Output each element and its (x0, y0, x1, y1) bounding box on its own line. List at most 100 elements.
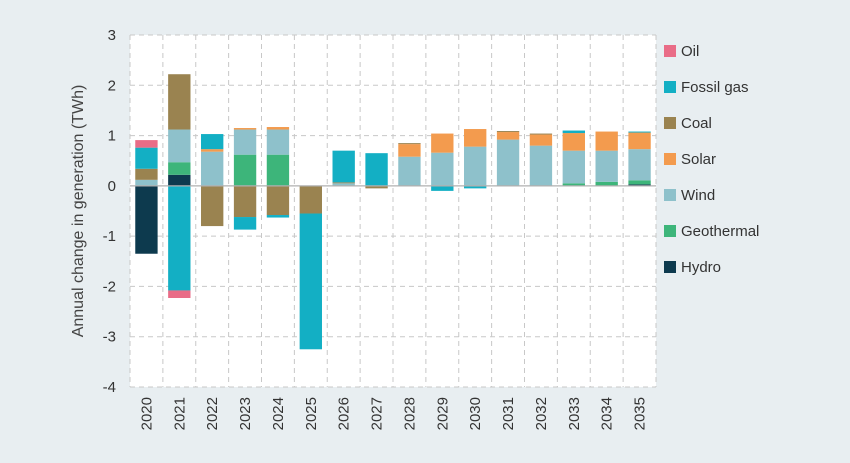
bar-segment-fossil-gas-2029 (431, 185, 454, 191)
bar-segment-oil-2020 (135, 140, 158, 148)
legend-swatch-solar (664, 153, 676, 165)
x-tick-label: 2024 (270, 397, 287, 430)
bar-segment-coal-2021 (168, 74, 191, 130)
axes: -4 -3 -2 -1 0 1 2 3 2020 2021 2022 2023 2024 2025 2026… (103, 27, 656, 430)
legend-swatch-geothermal (664, 225, 676, 237)
x-tick-label: 2021 (171, 397, 188, 430)
bar-segment-solar-2031 (496, 132, 520, 140)
bar-segment-solar-2023 (233, 128, 257, 130)
y-axis-title: Annual change in generation (TWh) (70, 85, 87, 338)
x-tick-label: 2026 (336, 397, 353, 430)
y-tick-label: -4 (103, 379, 116, 396)
legend-label-wind: Wind (681, 187, 715, 204)
bar-segment-wind-2021 (168, 129, 191, 163)
bar-segment-solar-2028 (398, 144, 421, 157)
x-tick-label: 2029 (434, 397, 451, 430)
grid-lines (129, 34, 657, 388)
x-tick-label: 2025 (303, 397, 320, 430)
x-tick-label: 2033 (566, 397, 583, 430)
bar-segment-geothermal-2024 (266, 154, 290, 186)
bar-segment-wind-2020 (135, 179, 158, 186)
legend-label-oil: Oil (681, 43, 699, 60)
bar-segment-solar-2034 (595, 131, 618, 151)
bar-segment-coal-2028 (398, 143, 421, 145)
bar-segment-fossil-gas-2022 (201, 134, 224, 150)
x-tick-label: 2034 (599, 397, 616, 430)
bar-segment-solar-2029 (431, 133, 454, 153)
bar-segment-coal-2023 (233, 185, 257, 218)
bar-segment-coal-2027 (365, 185, 388, 189)
legend-swatch-coal (664, 117, 676, 129)
x-tick-label: 2032 (533, 397, 550, 430)
x-tick-label: 2031 (500, 397, 517, 430)
bar-segment-hydro-2035 (628, 184, 651, 186)
y-tick-label: 0 (108, 178, 116, 195)
x-tick-label: 2020 (138, 397, 155, 430)
bar-segment-coal-2031 (496, 131, 520, 133)
bar-segment-coal-2025 (299, 185, 322, 214)
bar-segment-fossil-gas-2024 (266, 215, 290, 218)
bar-segment-fossil-gas-2025 (299, 213, 322, 350)
bar-segment-wind-2023 (233, 129, 257, 155)
legend-swatch-wind (664, 189, 676, 201)
bar-segment-coal-2032 (529, 133, 553, 135)
x-tick-label: 2030 (467, 397, 484, 430)
bar-segment-geothermal-2021 (168, 162, 191, 175)
y-tick-label: 3 (108, 27, 116, 44)
legend-label-coal: Coal (681, 115, 712, 132)
legend-label-geothermal: Geothermal (681, 223, 759, 240)
bar-segment-fossil-gas-2020 (135, 147, 158, 169)
bar-segment-geothermal-2035 (628, 180, 651, 185)
bar-segment-geothermal-2033 (562, 183, 585, 186)
legend-label-hydro: Hydro (681, 259, 721, 276)
bar-segment-coal-2024 (266, 185, 290, 216)
y-tick-label: -3 (103, 329, 116, 346)
bar-segment-wind-2035 (628, 149, 651, 181)
bar-segment-wind-2028 (398, 156, 421, 186)
x-tick-label: 2027 (369, 397, 386, 430)
bar-segment-solar-2030 (464, 129, 487, 147)
bar-segment-wind-2030 (464, 146, 487, 186)
bars (135, 74, 651, 350)
bar-segment-wind-2029 (431, 152, 454, 186)
x-tick-label: 2022 (204, 397, 221, 430)
x-tick-label: 2035 (632, 397, 649, 430)
legend-label-solar: Solar (681, 151, 716, 168)
bar-segment-hydro-2020 (135, 185, 158, 254)
bar-segment-fossil-gas-2027 (365, 153, 388, 186)
bar-segment-wind-2022 (201, 151, 224, 186)
bar-segment-fossil-gas-2035 (628, 131, 651, 133)
bar-segment-wind-2024 (266, 129, 290, 155)
bar-segment-fossil-gas-2030 (464, 185, 487, 189)
bar-segment-fossil-gas-2033 (562, 130, 585, 134)
legend-swatch-oil (664, 45, 676, 57)
x-tick-label: 2028 (401, 397, 418, 430)
bar-segment-coal-2020 (135, 168, 158, 180)
bar-segment-solar-2024 (266, 127, 290, 130)
bar-segment-wind-2032 (529, 145, 553, 186)
legend: Oil Fossil gas Coal Solar Wind Geothermal Hydr… (664, 43, 759, 276)
x-tick-label: 2023 (237, 397, 254, 430)
bar-segment-solar-2033 (562, 133, 585, 151)
bar-segment-wind-2034 (595, 150, 618, 182)
bar-segment-wind-2033 (562, 150, 585, 184)
y-tick-label: 1 (108, 128, 116, 145)
legend-label-fossil-gas: Fossil gas (681, 79, 749, 96)
bar-segment-coal-2026 (332, 182, 355, 184)
bar-segment-solar-2035 (628, 132, 651, 150)
legend-swatch-fossil-gas (664, 81, 676, 93)
bar-segment-wind-2026 (332, 183, 355, 186)
y-tick-label: -2 (103, 278, 116, 295)
legend-swatch-hydro (664, 261, 676, 273)
y-tick-label: -1 (103, 228, 116, 245)
bar-segment-solar-2022 (201, 149, 224, 152)
y-tick-label: 2 (108, 77, 116, 94)
bar-segment-coal-2022 (201, 185, 224, 227)
bar-segment-geothermal-2034 (595, 181, 618, 186)
bar-segment-solar-2032 (529, 134, 553, 146)
bar-segment-geothermal-2023 (233, 154, 257, 186)
bar-segment-fossil-gas-2026 (332, 150, 355, 183)
bar-segment-hydro-2021 (168, 174, 191, 186)
